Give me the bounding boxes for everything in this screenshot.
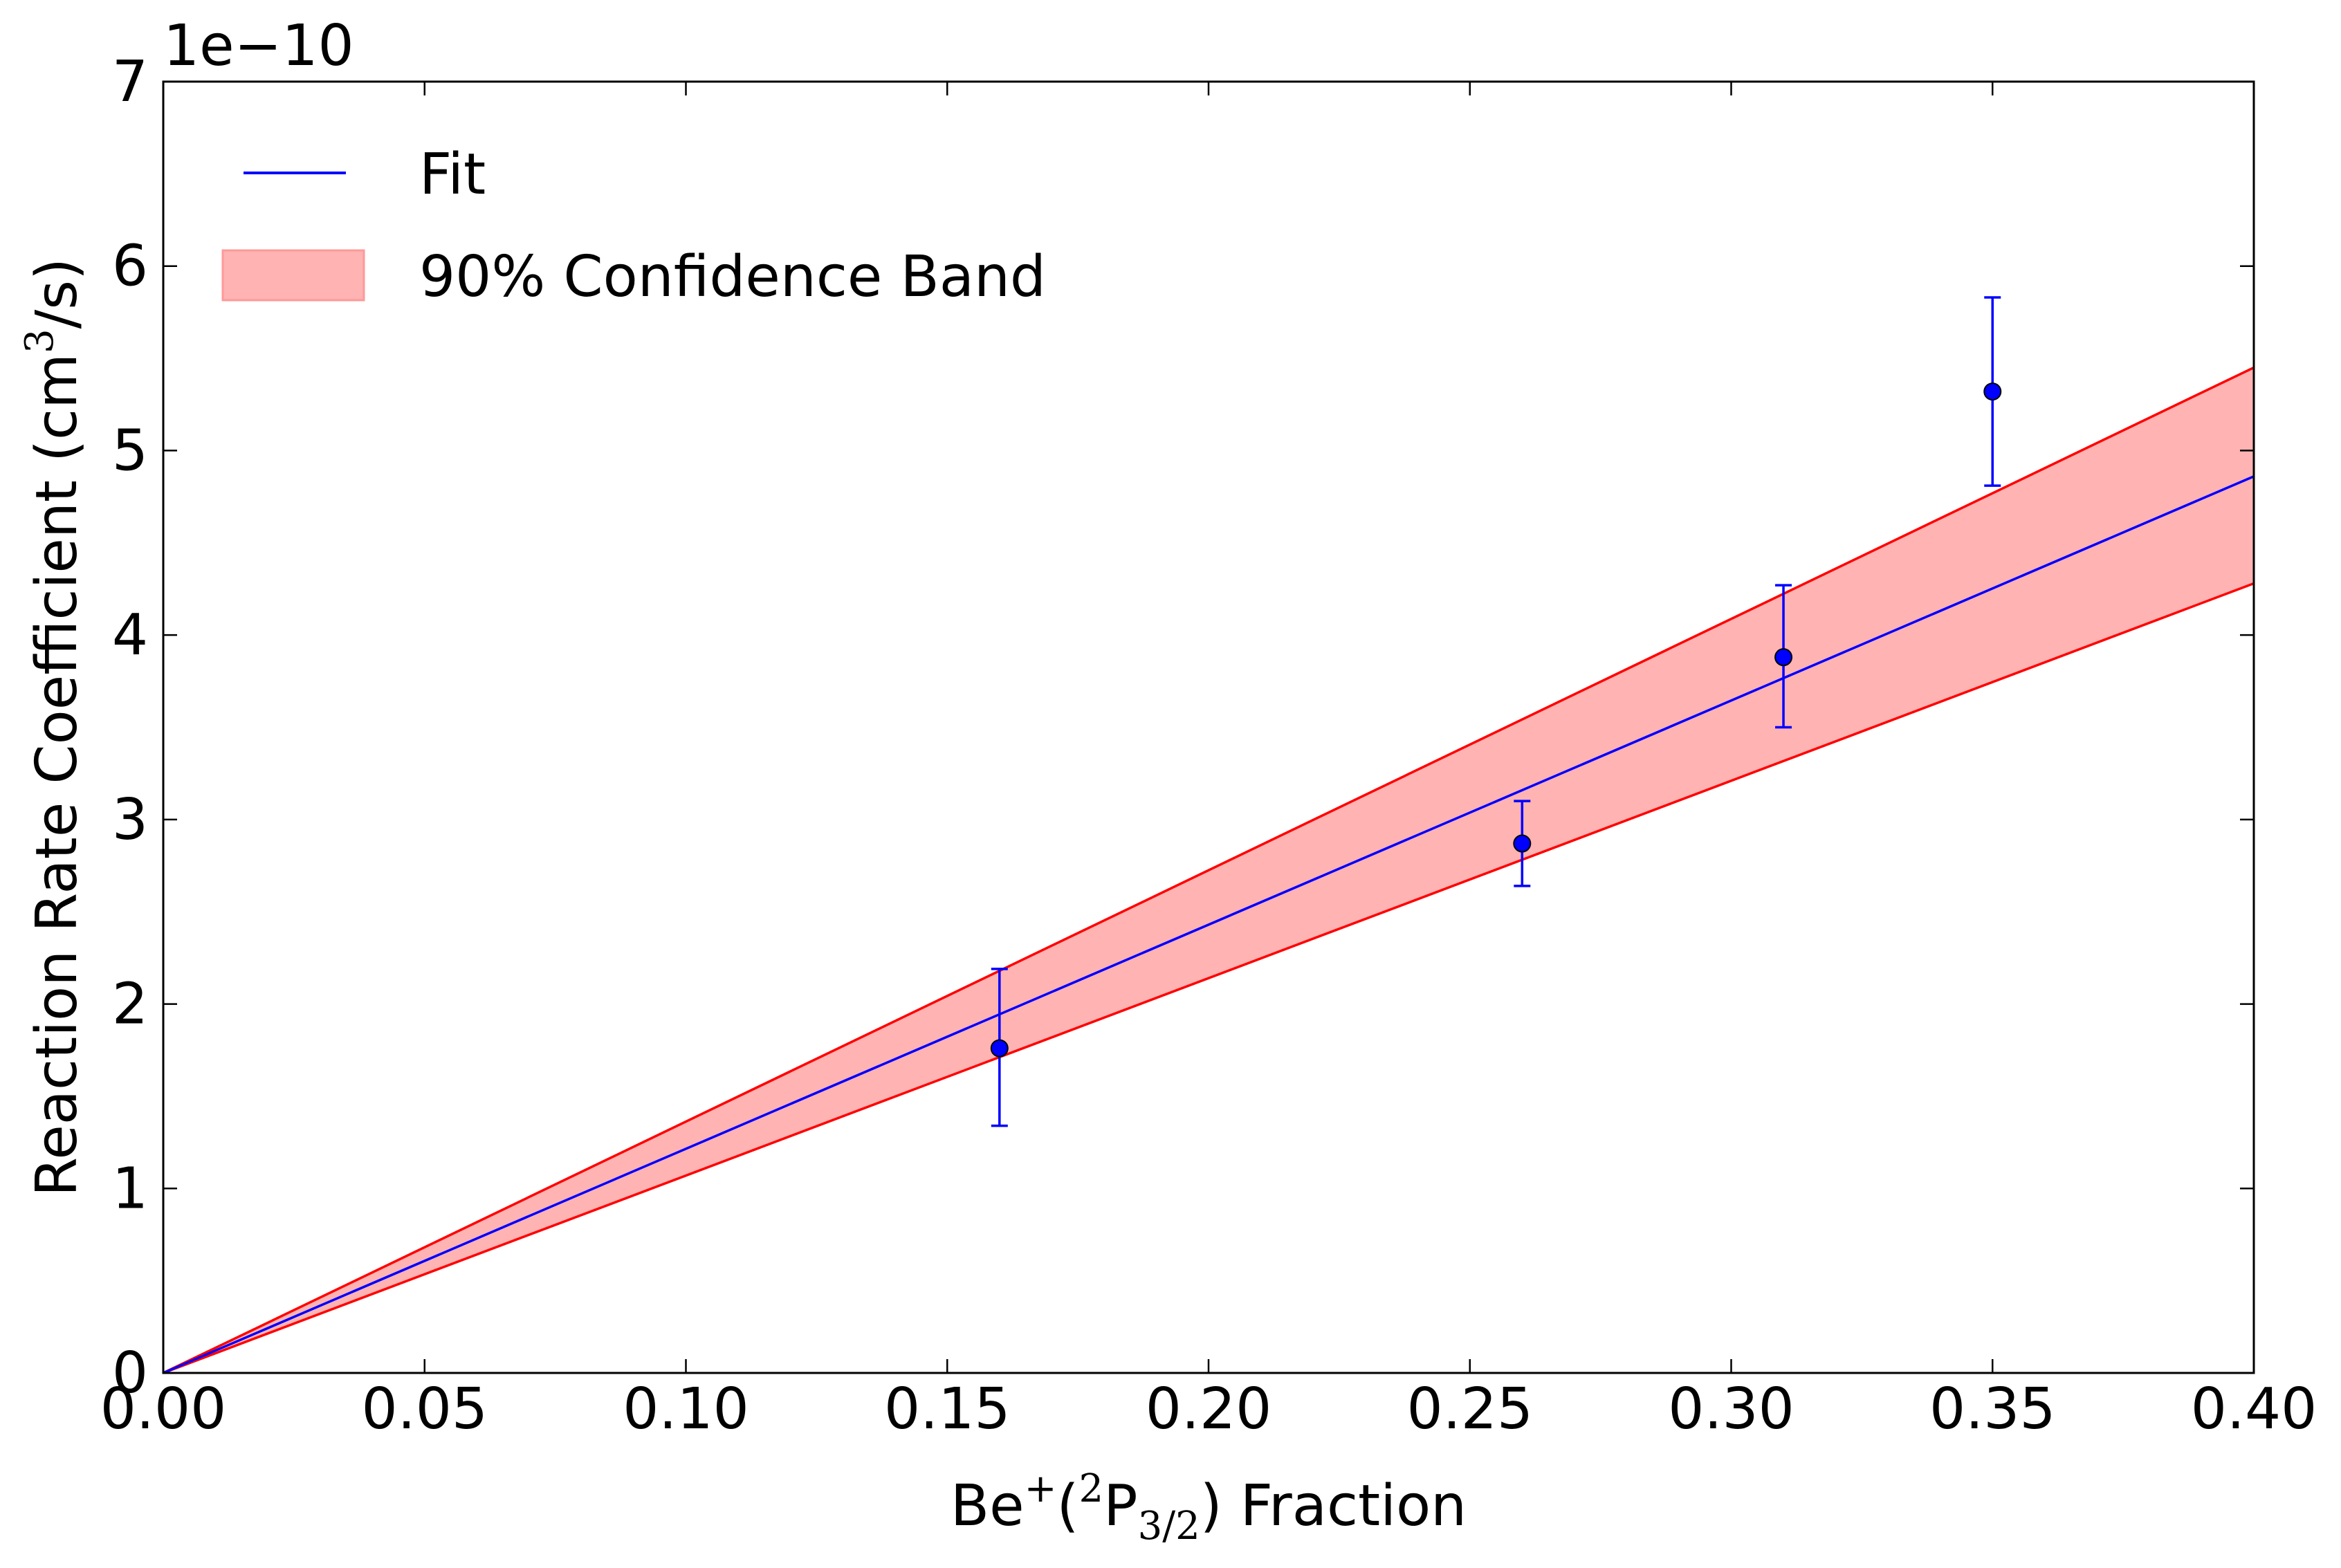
x-tick-label: 0.35 — [1929, 1376, 2056, 1442]
x-tick-labels: 0.00 0.05 0.10 0.15 0.20 0.25 0.30 0.35 0.40 — [100, 1376, 2317, 1442]
y-offset-label: 1e−10 — [163, 13, 354, 79]
legend-band-swatch — [221, 249, 365, 302]
y-axis-label-before: Reaction Rate Coefficient (cm — [24, 353, 90, 1197]
tick-layer — [162, 80, 2255, 1374]
y-tick-label: 2 — [112, 972, 148, 1037]
x-tick-label: 0.30 — [1668, 1376, 1794, 1442]
y-tick-labels: 0 1 2 3 4 5 6 7 — [112, 49, 148, 1406]
y-axis-label-after: /s) — [24, 258, 90, 329]
y-axis-label: Reaction Rate Coefficient (cm3/s) — [17, 258, 90, 1197]
x-tick-label: 0.15 — [884, 1376, 1011, 1442]
x-tick-label: 0.40 — [2191, 1376, 2317, 1442]
data-point — [1983, 296, 2002, 487]
x-axis-label-charge: + — [1025, 1466, 1057, 1511]
y-tick-label: 6 — [112, 234, 148, 299]
fit-line-layer — [163, 475, 2255, 1374]
x-axis-label-state: P — [1103, 1473, 1137, 1539]
data-marker — [990, 1039, 1009, 1058]
x-tick-label: 0.25 — [1406, 1376, 1533, 1442]
y-tick-label: 4 — [112, 602, 148, 668]
confidence-band-layer — [163, 366, 2255, 1374]
y-tick-label: 1 — [112, 1156, 148, 1221]
x-axis-label-close: ) — [1200, 1473, 1222, 1539]
confidence-band-upper-edge — [163, 366, 2255, 1374]
x-tick-label: 0.20 — [1146, 1376, 1272, 1442]
data-point — [1513, 800, 1532, 887]
x-axis-label-state-sup: 2 — [1079, 1466, 1104, 1511]
y-tick-label: 3 — [112, 787, 148, 853]
data-marker — [1774, 648, 1793, 667]
y-tick-label: 5 — [112, 418, 148, 483]
legend-fit-label: Fit — [419, 142, 486, 207]
y-tick-label: 0 — [112, 1340, 148, 1406]
confidence-band-lower-edge — [163, 582, 2255, 1374]
legend: Fit 90% Confidence Band — [221, 142, 1046, 310]
x-tick-label: 0.00 — [100, 1376, 227, 1442]
x-tick-label: 0.05 — [361, 1376, 488, 1442]
x-axis-label-open: ( — [1057, 1473, 1079, 1539]
x-axis-label-state-sub: 3/2 — [1138, 1504, 1200, 1549]
data-point — [990, 968, 1009, 1127]
x-axis-label-suffix: Fraction — [1222, 1473, 1467, 1539]
legend-band-label: 90% Confidence Band — [419, 244, 1046, 310]
data-point-layer — [990, 296, 2002, 1127]
data-marker — [1513, 834, 1532, 853]
fit-line — [163, 475, 2255, 1374]
x-axis-label-base: Be — [951, 1473, 1025, 1539]
y-tick-label: 7 — [112, 49, 148, 115]
x-axis-label: Be+(2P3/2) Fraction — [951, 1466, 1467, 1549]
data-point — [1774, 584, 1793, 729]
data-marker — [1983, 382, 2002, 401]
y-axis-label-sup: 3 — [17, 329, 62, 353]
x-tick-label: 0.10 — [623, 1376, 749, 1442]
